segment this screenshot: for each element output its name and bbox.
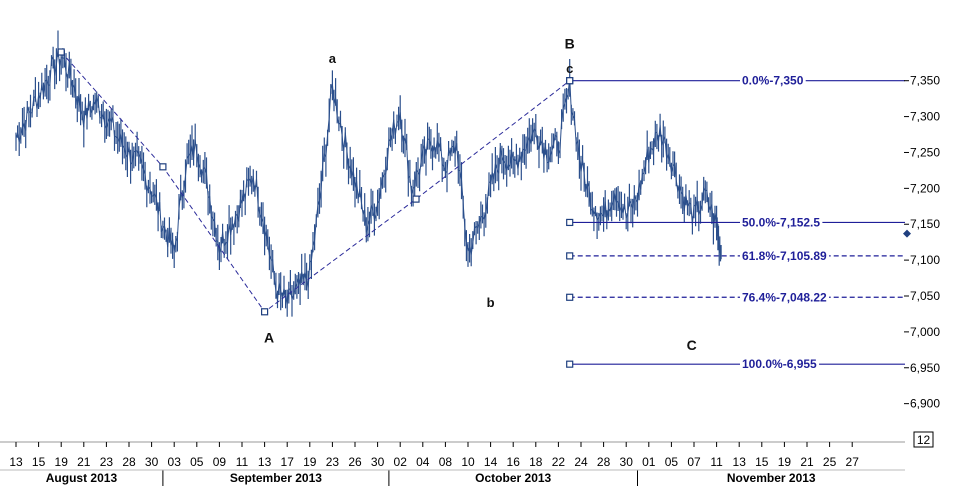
y-tick-label: 7,200 <box>910 181 940 195</box>
fib-level-label: 100.0%-6,955 <box>742 357 817 371</box>
x-tick-label: 25 <box>823 455 837 469</box>
month-label: September 2013 <box>230 471 322 485</box>
x-tick-label: 28 <box>597 455 611 469</box>
x-tick-label: 22 <box>552 455 566 469</box>
y-tick-label: 7,250 <box>910 145 940 159</box>
x-tick-label: 03 <box>168 455 182 469</box>
price-series <box>15 30 722 317</box>
wave-label-C: C <box>687 337 697 353</box>
fib-label-bg <box>740 248 830 263</box>
price-line <box>15 48 722 305</box>
x-tick-label: 18 <box>529 455 543 469</box>
y-tick-label: 7,050 <box>910 289 940 303</box>
x-tick-label: 05 <box>665 455 679 469</box>
month-label: August 2013 <box>46 471 118 485</box>
fib-label-bg <box>740 357 820 372</box>
fib-level-label: 61.8%-7,105.89 <box>742 249 827 263</box>
fibonacci-retracement[interactable]: 0.0%-7,350 50.0%-7,152.5 61.8%-7,105.89 76.… <box>566 73 905 372</box>
wave-labels: Aa b Bc C <box>264 35 697 352</box>
x-tick-label: 09 <box>213 455 227 469</box>
x-tick-label: 26 <box>348 455 362 469</box>
x-tick-label: 08 <box>439 455 453 469</box>
x-tick-label: 21 <box>800 455 814 469</box>
x-tick-label: 14 <box>484 455 498 469</box>
y-tick-label: 7,300 <box>910 110 940 124</box>
x-tick-label: 13 <box>258 455 272 469</box>
x-tick-label: 30 <box>620 455 634 469</box>
y-tick-label: 7,350 <box>910 74 940 88</box>
x-tick-label: 30 <box>371 455 385 469</box>
x-tick-label: 05 <box>190 455 204 469</box>
wave-label-B: B <box>565 35 575 51</box>
wave-anchor-handle[interactable] <box>412 195 420 203</box>
x-tick-label: 27 <box>846 455 860 469</box>
month-label: November 2013 <box>727 471 816 485</box>
x-tick-label: 30 <box>145 455 159 469</box>
fib-level-handle[interactable] <box>566 293 574 301</box>
x-tick-label: 17 <box>281 455 295 469</box>
y-tick-label: 6,900 <box>910 397 940 411</box>
x-tick-label: 01 <box>642 455 656 469</box>
x-tick-label: 24 <box>574 455 588 469</box>
month-label: October 2013 <box>475 471 551 485</box>
price-bars <box>15 30 722 317</box>
x-tick-label: 07 <box>687 455 701 469</box>
x-tick-label: 10 <box>461 455 475 469</box>
fib-level-handle[interactable] <box>566 77 574 85</box>
wave-label-a: a <box>329 51 337 66</box>
wave-anchor-handle[interactable] <box>57 48 65 56</box>
time-axis: 13 15 19 21 23 28 30 03 05 09 11 13 17 19 23 26 30 02 04 08… <box>0 441 905 486</box>
x-tick-label: 19 <box>55 455 69 469</box>
last-price-marker <box>903 229 911 238</box>
fib-level-label: 0.0%-7,350 <box>742 74 804 88</box>
wave-label-b: b <box>487 295 495 310</box>
x-tick-label: 19 <box>303 455 317 469</box>
fib-level-label: 50.0%-7,152.5 <box>742 215 820 229</box>
y-tick-label: 6,950 <box>910 361 940 375</box>
x-tick-label: 28 <box>122 455 136 469</box>
x-tick-label: 04 <box>416 455 430 469</box>
y-tick-label: 7,150 <box>910 217 940 231</box>
x-tick-label: 23 <box>326 455 340 469</box>
wave-anchor-handle[interactable] <box>261 308 269 316</box>
scale-badge: 12 <box>917 433 931 447</box>
x-tick-label: 19 <box>778 455 792 469</box>
x-tick-label: 21 <box>77 455 91 469</box>
x-tick-label: 15 <box>32 455 46 469</box>
fib-level-handle[interactable] <box>566 360 574 368</box>
x-tick-label: 13 <box>9 455 23 469</box>
fib-label-bg <box>740 290 830 305</box>
wave-label-c: c <box>566 61 573 76</box>
x-tick-label: 13 <box>733 455 747 469</box>
wave-anchor-handle[interactable] <box>159 163 167 171</box>
fib-label-bg <box>740 73 806 88</box>
wave-label-A: A <box>264 330 274 346</box>
x-tick-label: 11 <box>710 455 723 469</box>
x-tick-label: 23 <box>100 455 114 469</box>
x-tick-label: 11 <box>236 455 249 469</box>
fib-level-label: 76.4%-7,048.22 <box>742 290 827 304</box>
x-tick-label: 15 <box>755 455 769 469</box>
y-tick-label: 7,000 <box>910 325 940 339</box>
x-tick-label: 02 <box>394 455 408 469</box>
fib-level-handle[interactable] <box>566 252 574 260</box>
price-axis: 7,350 7,300 7,250 7,200 7,150 7,100 7,050 7,000… <box>903 74 940 448</box>
y-tick-label: 7,100 <box>910 253 940 267</box>
scale-badge-box[interactable] <box>913 431 934 448</box>
x-tick-label: 16 <box>507 455 521 469</box>
fib-label-bg <box>740 215 823 230</box>
fib-level-handle[interactable] <box>566 218 574 227</box>
